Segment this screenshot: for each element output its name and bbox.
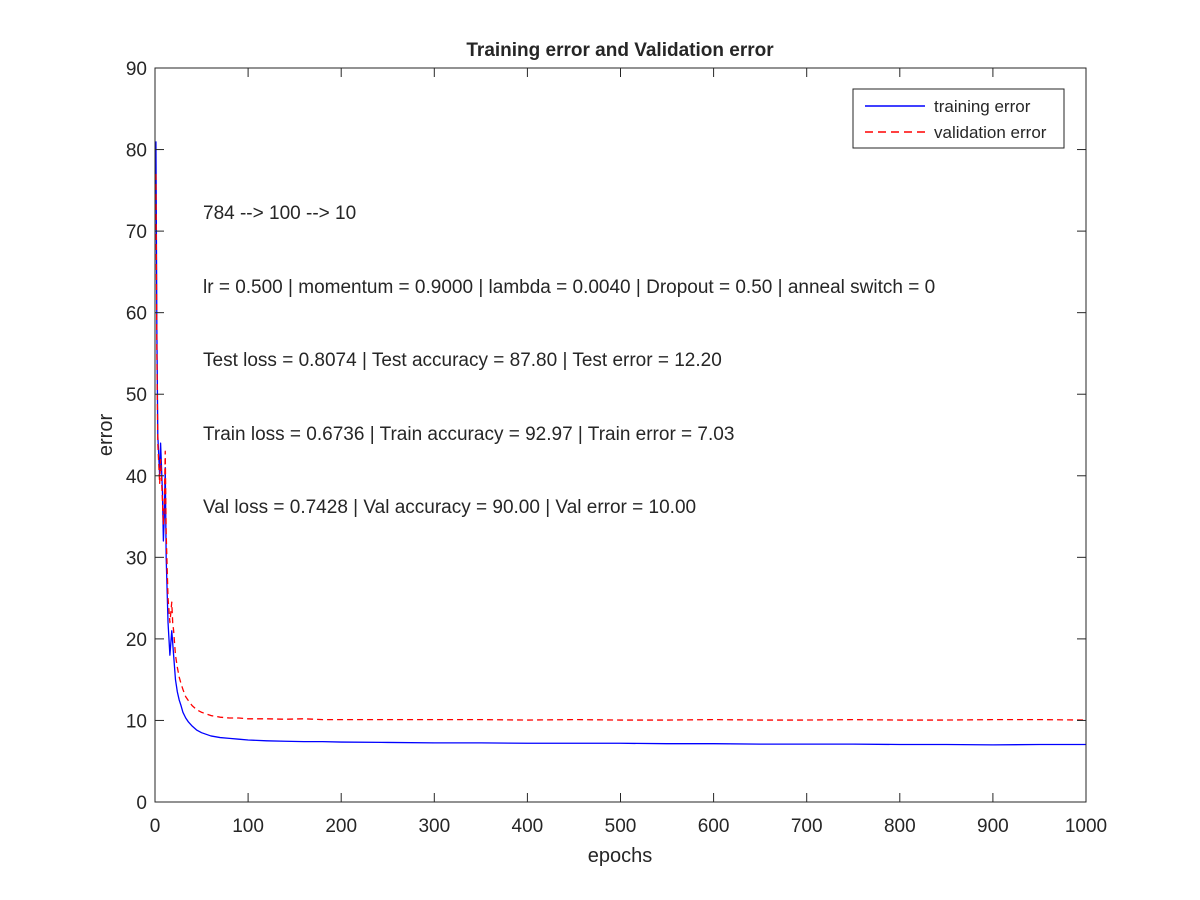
annotation-hyperparameters: lr = 0.500 | momentum = 0.9000 | lambda … [203, 277, 935, 298]
x-tick-label: 800 [884, 816, 916, 837]
x-tick-label: 200 [325, 816, 357, 837]
y-tick-label: 60 [126, 304, 147, 325]
legend-box [852, 88, 1065, 149]
y-tick-label: 50 [126, 385, 147, 406]
series-line-validation-error [155, 174, 1087, 721]
series-lines [155, 141, 1087, 746]
y-tick-label: 80 [126, 141, 147, 162]
annotation-train-metrics: Train loss = 0.6736 | Train accuracy = 9… [203, 424, 734, 445]
x-tick-label: 900 [977, 816, 1009, 837]
x-tick-label: 300 [418, 816, 450, 837]
legend-label-validation: validation error [934, 123, 1047, 142]
x-tick-label: 400 [512, 816, 544, 837]
annotation-test-metrics: Test loss = 0.8074 | Test accuracy = 87.… [203, 350, 722, 371]
y-tick-label: 30 [126, 548, 147, 569]
y-tick-label: 20 [126, 630, 147, 651]
x-tick-label: 700 [791, 816, 823, 837]
y-tick-label: 0 [136, 793, 147, 814]
y-tick-label: 10 [126, 711, 147, 732]
axes [154, 67, 1087, 803]
chart-title: Training error and Validation error [466, 40, 774, 61]
y-axis-label: error [95, 414, 117, 457]
tick-labels: 0 100 200 300 400 500 600 700 800 900 1000 0 10 20 30 4… [126, 59, 1107, 837]
annotation-val-metrics: Val loss = 0.7428 | Val accuracy = 90.00… [203, 497, 696, 518]
x-tick-label: 600 [698, 816, 730, 837]
x-tick-label: 0 [150, 816, 161, 837]
annotation-architecture: 784 --> 100 --> 10 [203, 203, 356, 224]
x-axis-label: epochs [588, 845, 653, 867]
legend: training error validation error [852, 88, 1065, 149]
annotations: 784 --> 100 --> 10 lr = 0.500 | momentum… [203, 203, 935, 518]
y-tick-label: 90 [126, 59, 147, 80]
y-tick-label: 40 [126, 467, 147, 488]
x-tick-label: 100 [232, 816, 264, 837]
plot-area [155, 68, 1086, 802]
legend-label-training: training error [934, 97, 1031, 116]
y-tick-label: 70 [126, 222, 147, 243]
x-tick-label: 1000 [1065, 816, 1107, 837]
x-tick-label: 500 [605, 816, 637, 837]
